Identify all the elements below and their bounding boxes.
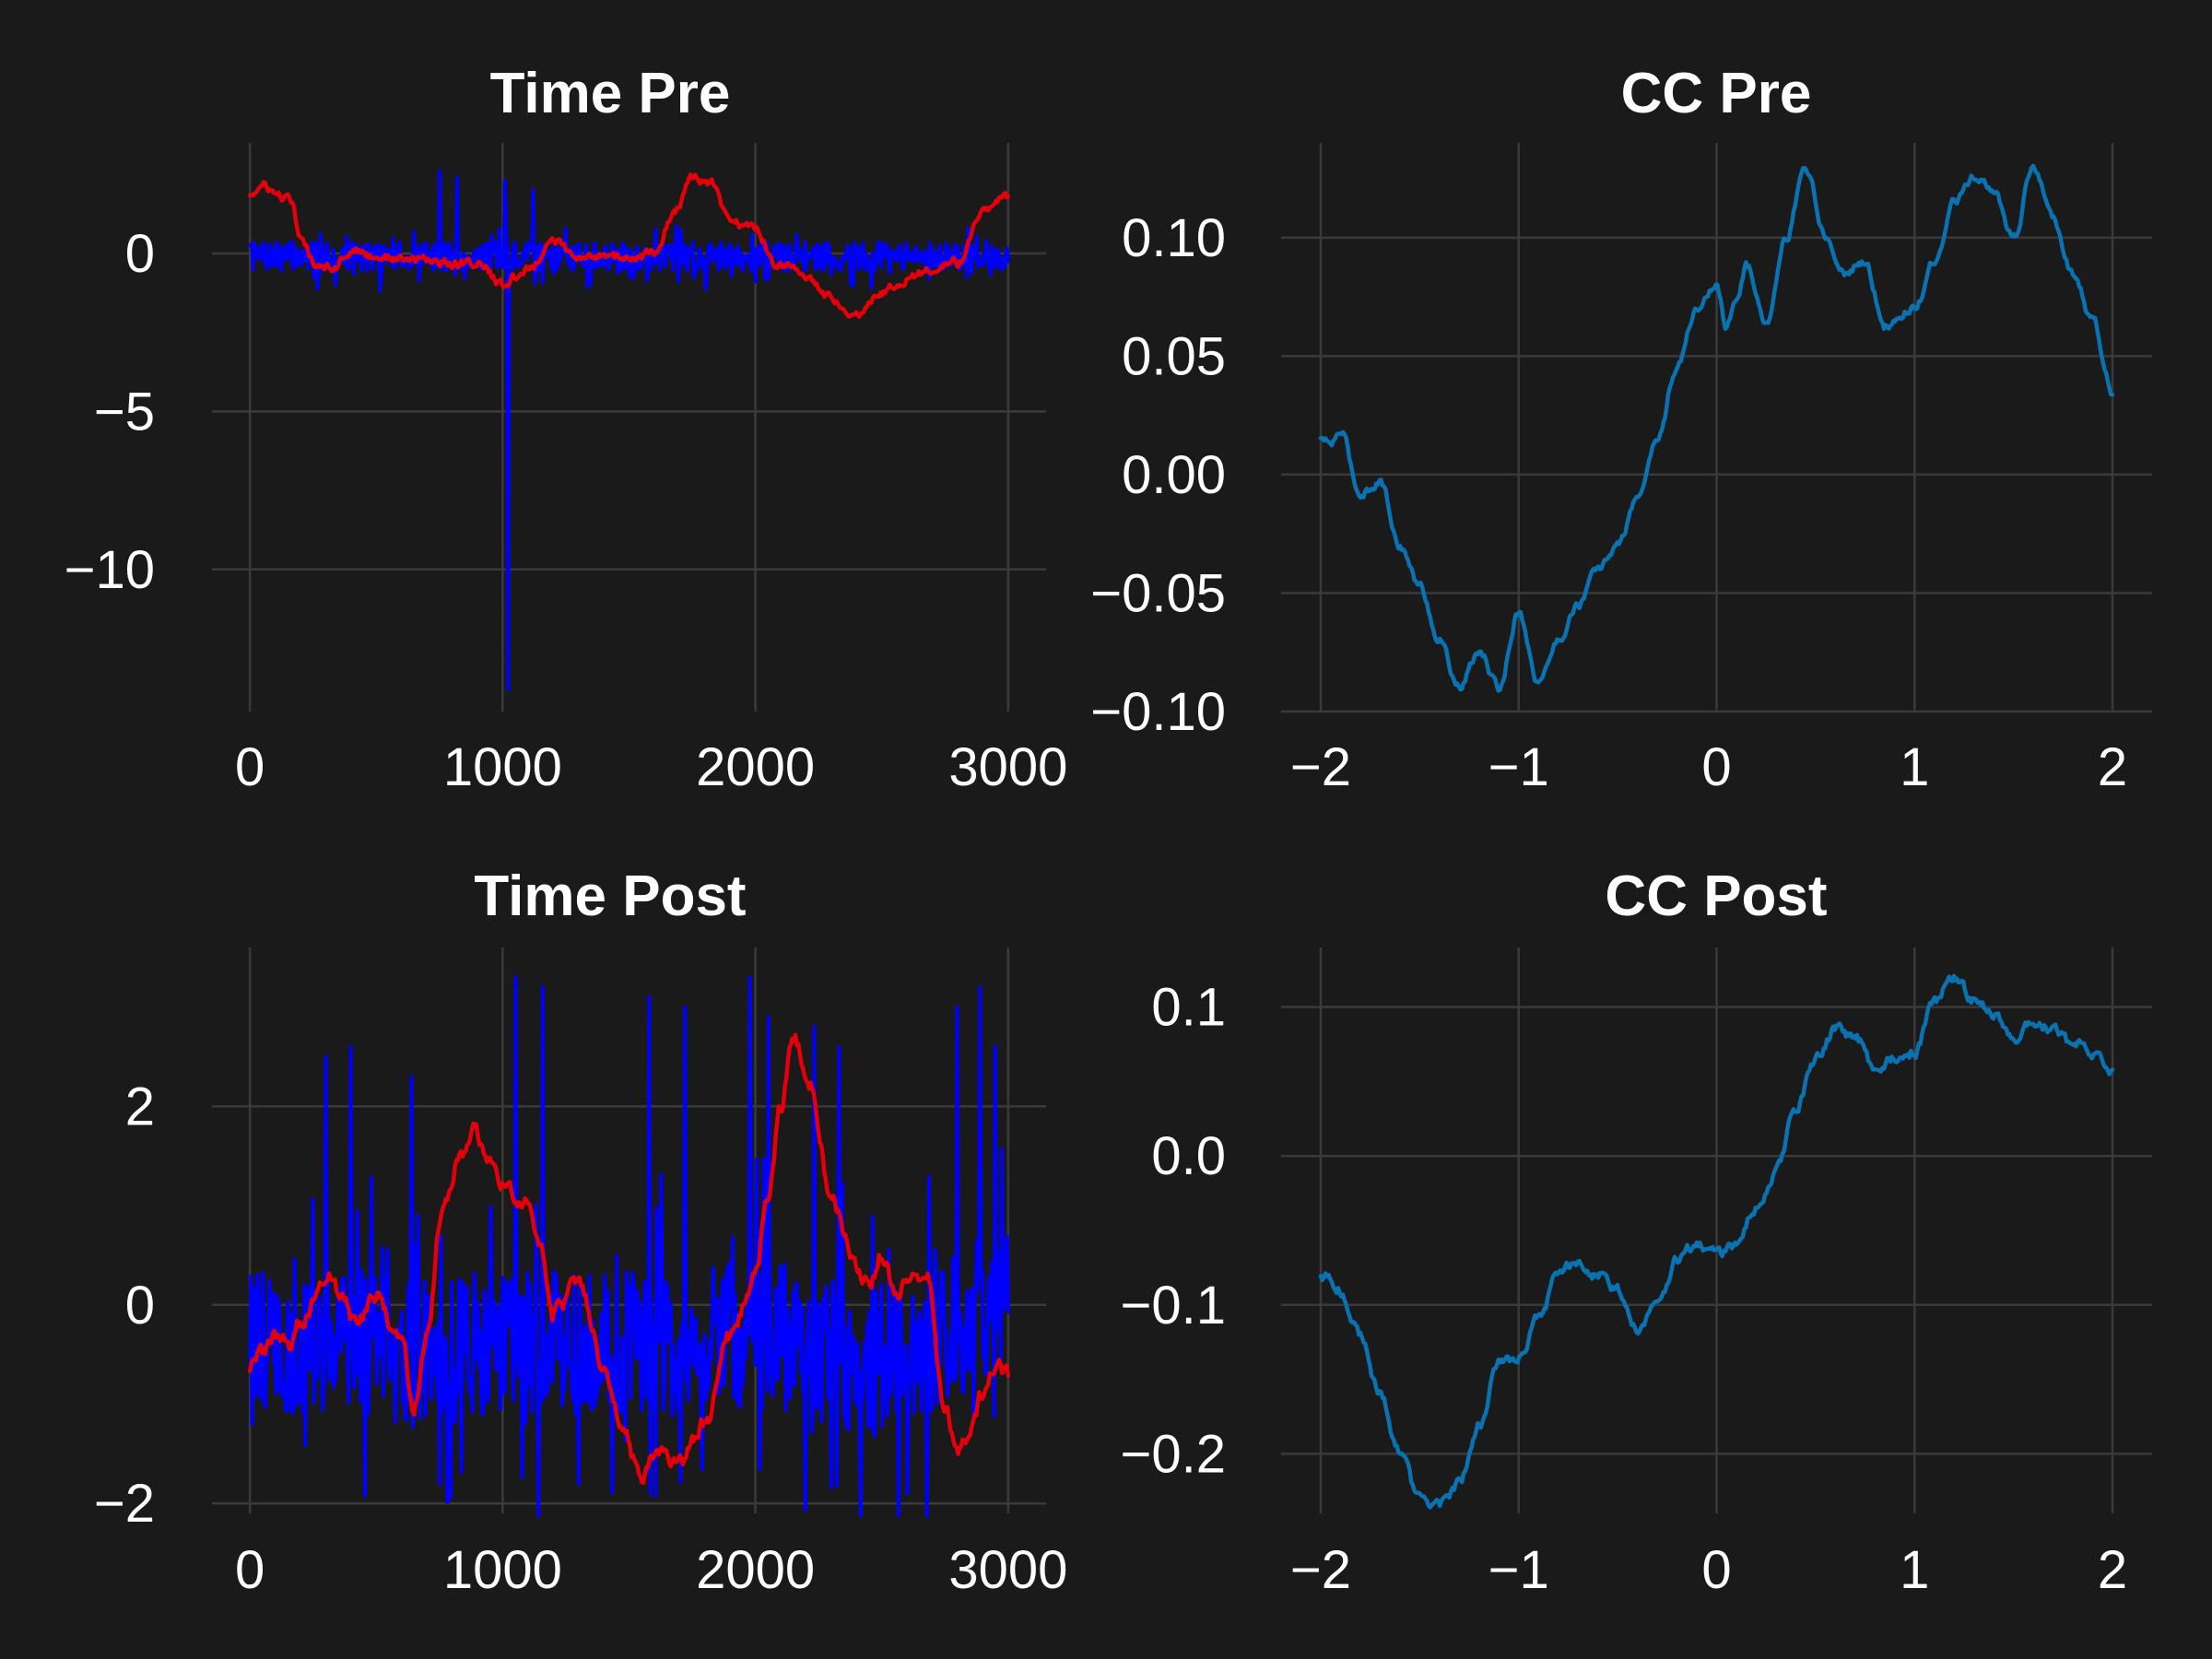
x-tick-label: −2 — [1290, 1540, 1351, 1600]
y-tick-label: −0.2 — [1121, 1424, 1227, 1484]
x-tick-label: 1 — [1900, 1540, 1929, 1600]
series-group — [247, 169, 1011, 691]
y-tick-label: −10 — [65, 540, 155, 600]
x-tick-label: 1 — [1900, 737, 1929, 797]
series-line — [1318, 973, 2115, 1510]
y-tick-label: 2 — [125, 1077, 155, 1136]
x-tick-label: 1000 — [443, 737, 562, 797]
panel-title: CC Pre — [1621, 62, 1812, 125]
series-group — [247, 975, 1011, 1517]
y-tick-label: 0 — [125, 224, 155, 284]
series-line — [1318, 163, 2115, 693]
y-tick-label: −0.10 — [1090, 682, 1226, 742]
x-tick-label: 0 — [235, 1540, 265, 1600]
series-line — [247, 1032, 1011, 1485]
panel-title: Time Post — [474, 865, 746, 928]
y-tick-label: 0.05 — [1122, 326, 1226, 386]
x-tick-label: 0 — [235, 737, 265, 797]
cc-pre-panel: CC Pre −2 −1 0 1 2 0.10 0.05 0.00 −0.05 −0.10 — [1090, 62, 2152, 797]
y-tick-label: −0.05 — [1090, 563, 1226, 623]
x-tick-label: 3000 — [948, 1540, 1067, 1600]
x-tick-label: 1000 — [443, 1540, 562, 1600]
y-tick-label: −5 — [94, 382, 155, 441]
y-tick-label: −2 — [94, 1474, 155, 1534]
x-tick-label: −1 — [1488, 1540, 1549, 1600]
y-tick-label: 0.00 — [1122, 445, 1226, 505]
x-tick-label: 2000 — [696, 737, 815, 797]
series-group — [1318, 973, 2115, 1510]
x-tick-label: 2 — [2098, 1540, 2127, 1600]
x-tick-label: −2 — [1290, 737, 1351, 797]
y-tick-label: −0.1 — [1121, 1276, 1227, 1335]
cc-post-panel: CC Post −2 −1 0 1 2 0.1 0.0 −0.1 −0.2 — [1121, 865, 2152, 1600]
x-tick-label: 3000 — [948, 737, 1067, 797]
y-tick-label: 0 — [125, 1276, 155, 1335]
y-tick-label: 0.1 — [1151, 978, 1226, 1038]
y-tick-label: 0.0 — [1151, 1126, 1226, 1186]
series-line — [248, 975, 1010, 1517]
x-tick-label: 0 — [1701, 1540, 1731, 1600]
panel-title: Time Pre — [490, 62, 731, 125]
series-line — [247, 172, 1011, 319]
x-tick-label: 2 — [2098, 737, 2127, 797]
series-group — [1318, 163, 2115, 693]
x-tick-label: 2000 — [696, 1540, 815, 1600]
time-pre-panel: Time Pre 0 1000 2000 3000 0 −5 −10 — [65, 62, 1068, 797]
time-post-panel: Time Post 0 1000 2000 3000 2 0 −2 — [94, 865, 1068, 1600]
x-tick-label: −1 — [1488, 737, 1549, 797]
y-tick-label: 0.10 — [1122, 208, 1226, 268]
panel-title: CC Post — [1605, 865, 1827, 928]
x-tick-label: 0 — [1701, 737, 1731, 797]
